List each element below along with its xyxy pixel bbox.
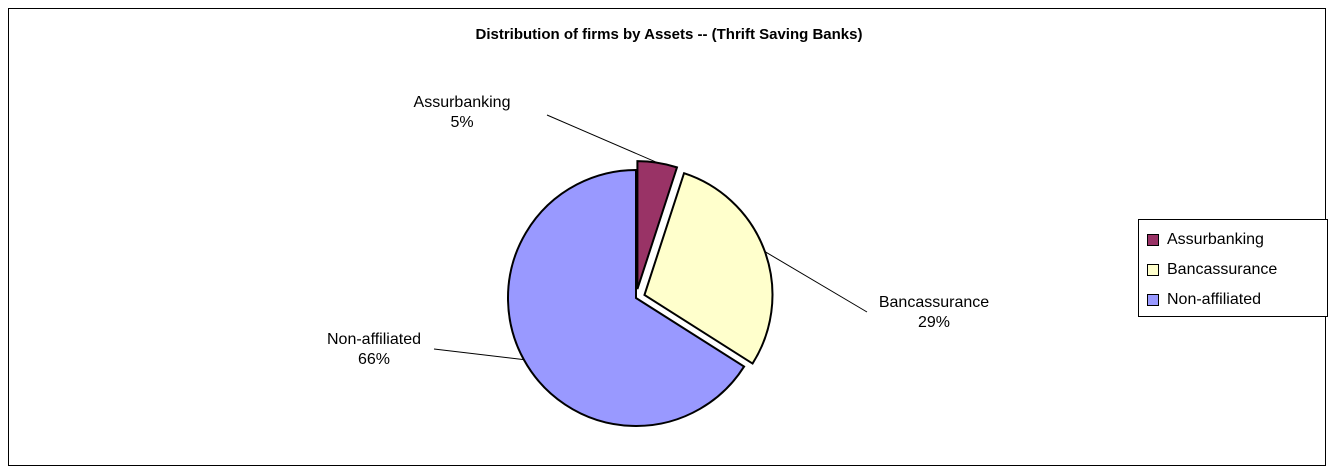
- data-label-name-bancassurance: Bancassurance: [879, 294, 989, 311]
- legend-item-assurbanking: Assurbanking: [1147, 230, 1264, 250]
- chart-title: Distribution of firms by Assets -- (Thri…: [476, 26, 863, 43]
- legend-item-bancassurance: Bancassurance: [1147, 260, 1277, 280]
- data-label-value-bancassurance: 29%: [918, 314, 950, 331]
- legend-swatch-non-affiliated: [1147, 294, 1159, 306]
- chart-area: Distribution of firms by Assets -- (Thri…: [8, 8, 1328, 466]
- legend-label-assurbanking: Assurbanking: [1167, 231, 1264, 248]
- leader-line-non-affiliated: [433, 348, 524, 361]
- data-label-name-non-affiliated: Non-affiliated: [327, 331, 421, 348]
- chart-legend: Assurbanking Bancassurance Non-affiliate…: [1138, 219, 1328, 317]
- pie-chart: Distribution of firms by Assets -- (Thri…: [327, 26, 989, 427]
- leader-line-bancassurance: [764, 251, 868, 313]
- pie-slice-bancassurance: [643, 171, 774, 365]
- pie-slice-assurbanking: [636, 160, 679, 290]
- data-label-value-assurbanking: 5%: [450, 114, 473, 131]
- legend-label-non-affiliated: Non-affiliated: [1167, 291, 1261, 308]
- legend-swatch-assurbanking: [1147, 234, 1159, 246]
- data-label-value-non-affiliated: 66%: [358, 351, 390, 368]
- legend-label-bancassurance: Bancassurance: [1167, 261, 1278, 278]
- pie-slice-non-affiliated: [507, 168, 746, 427]
- legend-swatch-bancassurance: [1147, 264, 1159, 276]
- data-label-name-assurbanking: Assurbanking: [414, 94, 511, 111]
- legend-item-non-affiliated: Non-affiliated: [1147, 290, 1261, 310]
- leader-line-assurbanking: [546, 114, 658, 164]
